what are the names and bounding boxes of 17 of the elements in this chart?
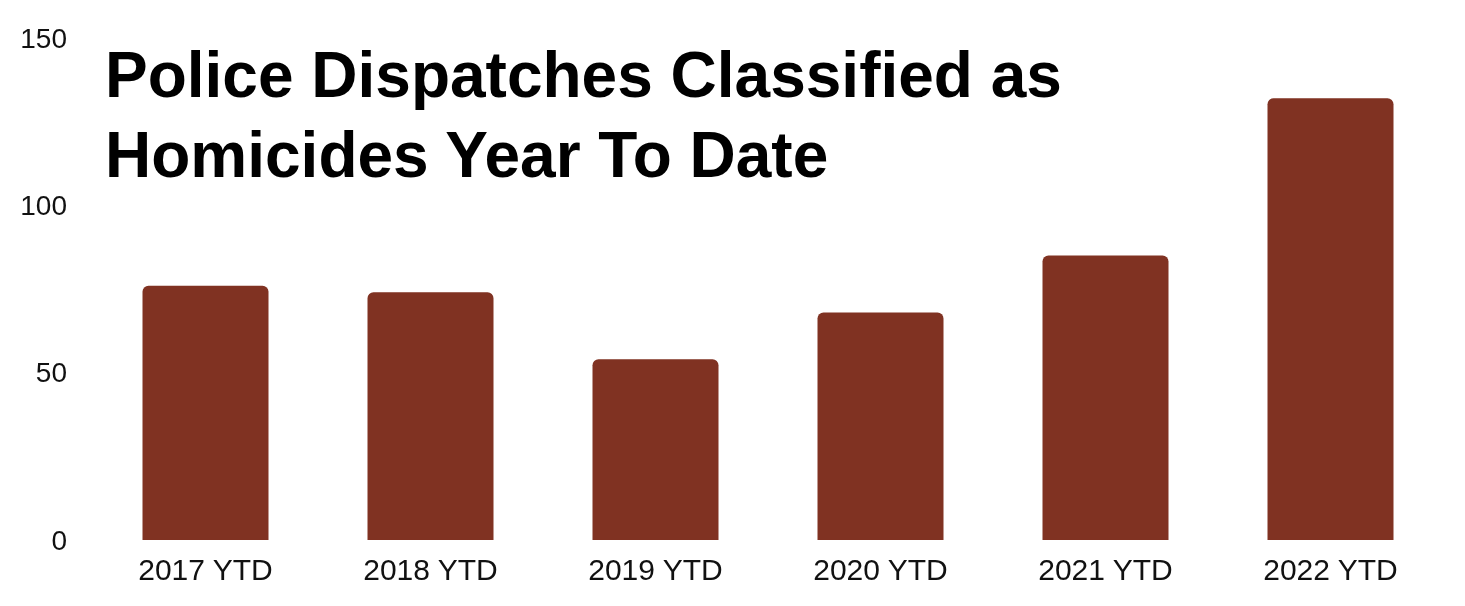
bar [142, 285, 269, 540]
y-tick-label: 0 [51, 524, 67, 556]
bar [367, 292, 494, 540]
bar [1267, 98, 1394, 540]
y-tick-label: 150 [20, 22, 67, 54]
text: Police Dispatches Classified as Homicides Year To Date [105, 39, 1080, 191]
x-tick-label: 2022 YTD [1263, 552, 1398, 586]
bar [1042, 255, 1169, 540]
bar [592, 359, 719, 540]
y-tick-label: 50 [35, 357, 67, 389]
x-tick-label: 2019 YTD [588, 552, 723, 586]
y-tick-label: 100 [20, 189, 67, 221]
x-tick-label: 2018 YTD [363, 552, 498, 586]
bar [817, 312, 944, 540]
x-tick-label: 2021 YTD [1038, 552, 1173, 586]
x-tick-label: 2020 YTD [813, 552, 948, 586]
x-tick-label: 2017 YTD [138, 552, 273, 586]
